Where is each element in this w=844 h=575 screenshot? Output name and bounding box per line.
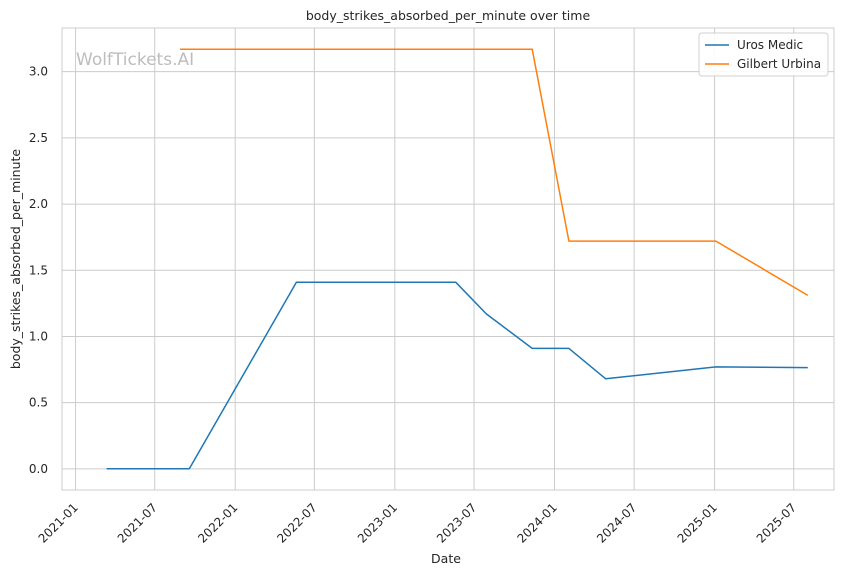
x-tick-label: 2024-01 (514, 500, 559, 545)
x-tick-label: 2025-07 (754, 500, 799, 545)
grid-lines (62, 28, 834, 490)
x-tick-label: 2021-01 (36, 500, 81, 545)
series-lines (106, 48, 809, 470)
plot-area (61, 27, 835, 491)
y-tick-label: 3.0 (29, 65, 48, 79)
x-tick-label: 2022-07 (274, 500, 319, 545)
x-tick-label: 2025-01 (675, 500, 720, 545)
x-tick-label: 2022-01 (195, 500, 240, 545)
legend-box (698, 32, 829, 77)
series-line-uros-medic (106, 281, 808, 470)
x-tick-label: 2021-07 (115, 500, 160, 545)
legend-label-uros-medic: Uros Medic (737, 38, 803, 52)
y-tick-label: 1.0 (29, 329, 48, 343)
chart-title: body_strikes_absorbed_per_minute over ti… (306, 8, 591, 23)
y-tick-label: 2.0 (29, 197, 48, 211)
legend-label-gilbert-urbina: Gilbert Urbina (737, 57, 821, 71)
series-line-gilbert-urbina (180, 48, 809, 297)
y-tick-label: 0.5 (29, 396, 48, 410)
x-axis-title: Date (431, 551, 461, 566)
y-tick-label: 0.0 (29, 462, 48, 476)
x-tick-label: 2024-07 (594, 500, 639, 545)
x-tick-label: 2023-01 (355, 500, 400, 545)
legend: Uros Medic Gilbert Urbina (698, 32, 829, 77)
y-tick-label: 2.5 (29, 131, 48, 145)
y-tick-label: 1.5 (29, 263, 48, 277)
y-axis-title: body_strikes_absorbed_per_minute (8, 149, 23, 370)
watermark: WolfTickets.AI (76, 50, 194, 70)
x-tick-label: 2023-07 (434, 500, 479, 545)
